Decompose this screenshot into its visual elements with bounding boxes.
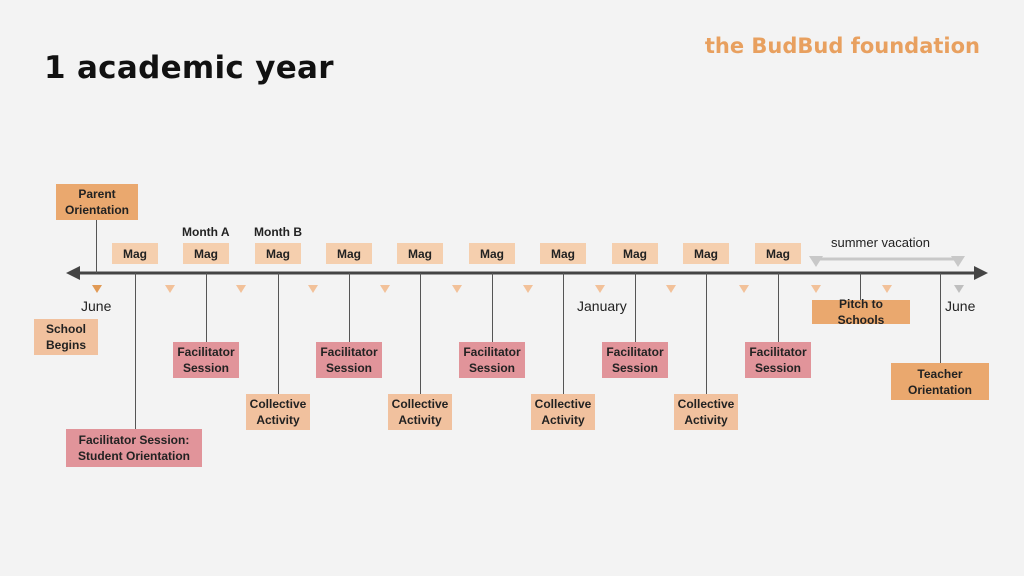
collective-activity-box: Collective Activity (531, 394, 595, 430)
summer-vacation-bracket-left-tip (809, 256, 823, 267)
month-b-label: Month B (254, 225, 302, 239)
pitch-to-schools-box: Pitch to Schools (812, 297, 910, 327)
mag-box: Mag (612, 243, 658, 264)
month-marker-triangle (92, 285, 102, 293)
facilitator-session-box: Facilitator Session (316, 342, 382, 378)
month-marker-triangle (954, 285, 964, 293)
facilitator-session-box: Facilitator Session (459, 342, 525, 378)
axis-label-june-start: June (81, 298, 112, 314)
teacher-orientation-connector (940, 273, 941, 363)
facilitator-session-connector (778, 273, 779, 343)
page-title: 1 academic year (44, 50, 334, 86)
collective-activity-box: Collective Activity (388, 394, 452, 430)
mag-box: Mag (469, 243, 515, 264)
mag-box: Mag (112, 243, 158, 264)
parent-orientation-box: Parent Orientation (56, 184, 138, 220)
mag-box: Mag (326, 243, 372, 264)
school-begins-box: School Begins (34, 319, 98, 355)
summer-vacation-label: summer vacation (831, 235, 930, 250)
month-marker-triangle (595, 285, 605, 293)
axis-label-january: January (577, 298, 627, 314)
collective-activity-box: Collective Activity (246, 394, 310, 430)
month-marker-triangle (236, 285, 246, 293)
parent-orientation-connector (96, 220, 97, 273)
summer-vacation-bracket-right-tip (951, 256, 965, 267)
month-marker-triangle (165, 285, 175, 293)
teacher-orientation-box: Teacher Orientation (891, 363, 989, 400)
facilitator-session-box: Facilitator Session (173, 342, 239, 378)
facilitator-session-connector (206, 273, 207, 343)
axis-label-june-end: June (945, 298, 976, 314)
student-orientation-connector (135, 273, 136, 430)
timeline-left-arrowhead (66, 266, 80, 280)
collective-activity-connector (420, 273, 421, 395)
pitch-to-schools-connector (860, 273, 861, 300)
collective-activity-box: Collective Activity (674, 394, 738, 430)
mag-box: Mag (255, 243, 301, 264)
collective-activity-connector (278, 273, 279, 395)
month-marker-triangle (523, 285, 533, 293)
facilitator-session-connector (492, 273, 493, 343)
facilitator-session-box: Facilitator Session (745, 342, 811, 378)
month-marker-triangle (666, 285, 676, 293)
timeline-right-arrowhead (974, 266, 988, 280)
facilitator-session-box: Facilitator Session (602, 342, 668, 378)
facilitator-session-connector (349, 273, 350, 343)
month-marker-triangle (882, 285, 892, 293)
month-marker-triangle (811, 285, 821, 293)
student-orientation-box: Facilitator Session: Student Orientation (66, 429, 202, 467)
mag-box: Mag (683, 243, 729, 264)
month-marker-triangle (739, 285, 749, 293)
month-marker-triangle (452, 285, 462, 293)
mag-box: Mag (397, 243, 443, 264)
month-marker-triangle (380, 285, 390, 293)
mag-box: Mag (183, 243, 229, 264)
month-marker-triangle (308, 285, 318, 293)
brand-logo-text: the BudBud foundation (704, 34, 980, 58)
mag-box: Mag (540, 243, 586, 264)
facilitator-session-connector (635, 273, 636, 343)
mag-box: Mag (755, 243, 801, 264)
month-a-label: Month A (182, 225, 230, 239)
collective-activity-connector (706, 273, 707, 395)
collective-activity-connector (563, 273, 564, 395)
